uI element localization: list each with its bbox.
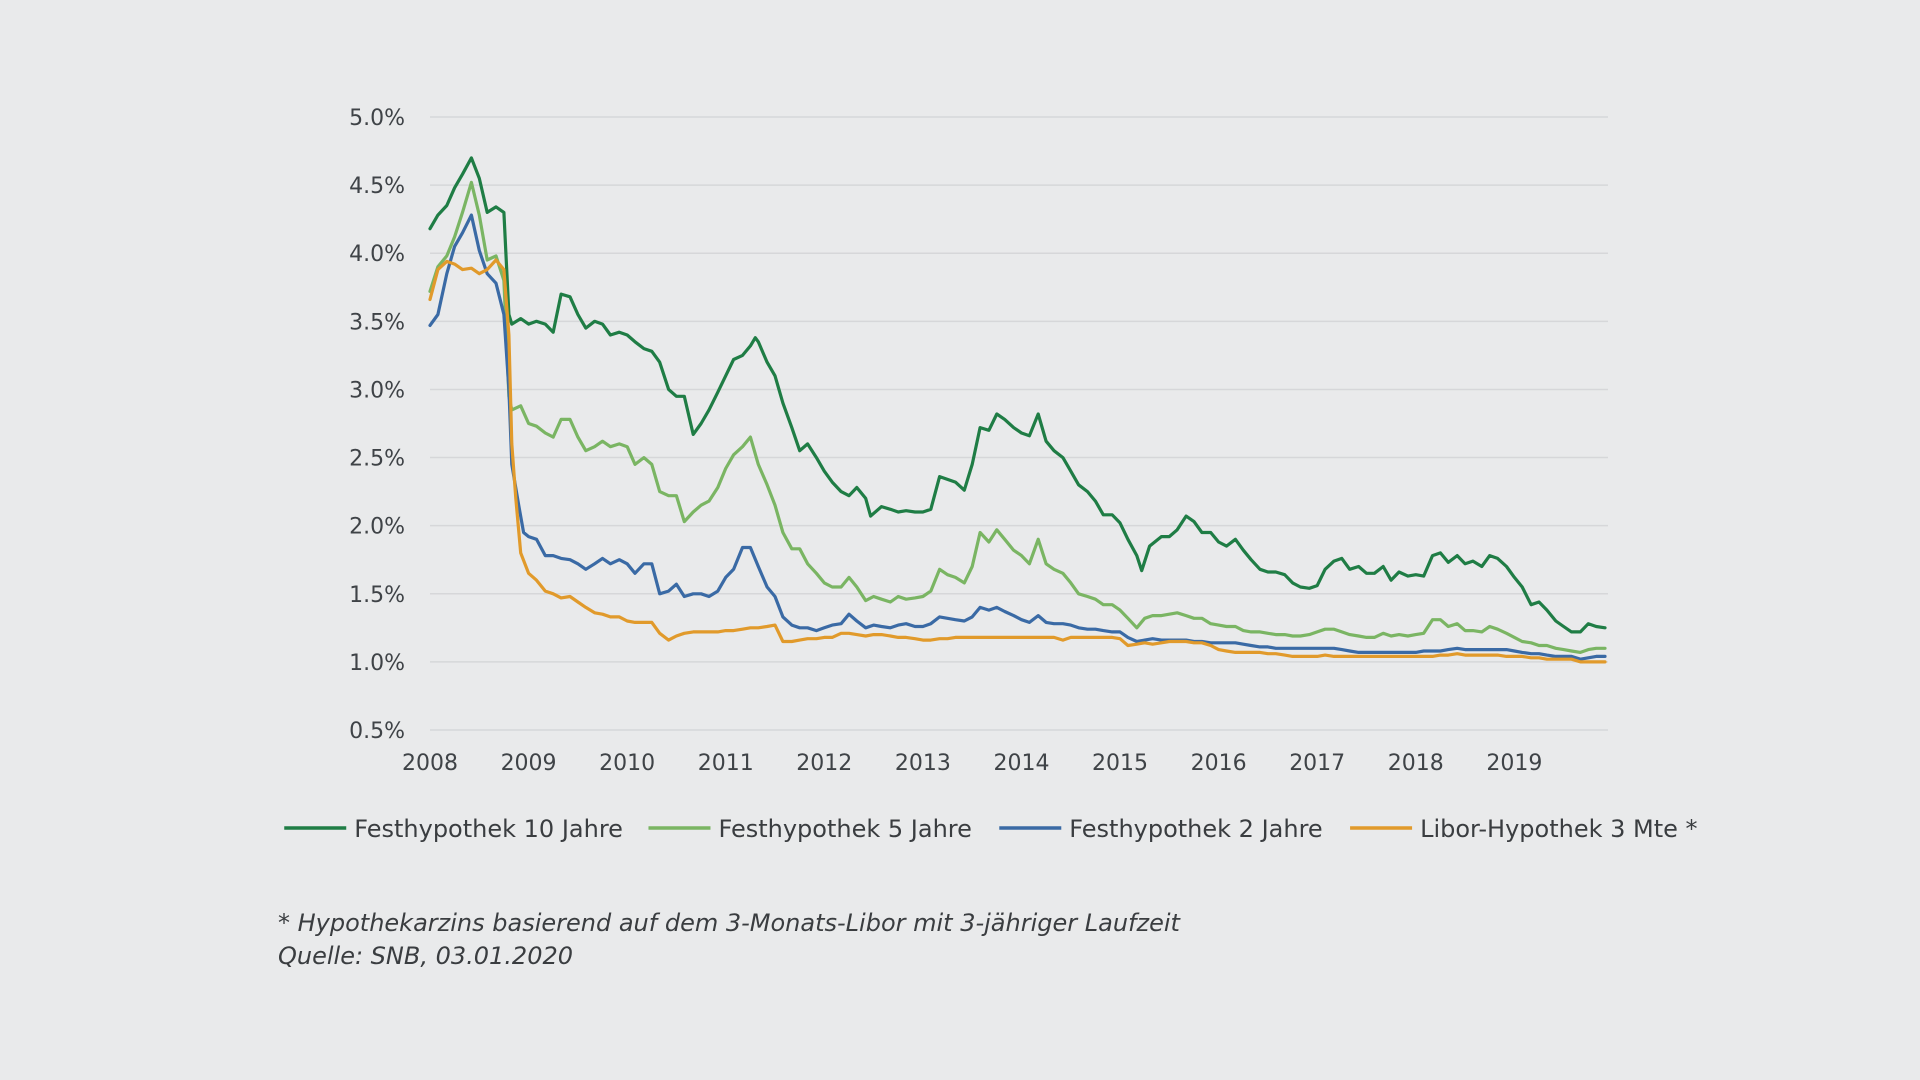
y-tick-label: 4.5% <box>349 174 405 199</box>
y-tick-label: 3.5% <box>349 310 405 335</box>
x-tick-label: 2014 <box>993 751 1049 776</box>
footnote: * Hypothekarzins basierend auf dem 3-Mon… <box>278 909 1180 937</box>
series-line <box>428 156 1607 634</box>
legend-label: Festhypothek 2 Jahre <box>1069 815 1322 843</box>
series-line <box>428 180 1607 654</box>
x-tick-label: 2019 <box>1486 751 1542 776</box>
x-tick-label: 2017 <box>1289 751 1345 776</box>
y-tick-label: 3.0% <box>349 378 405 403</box>
x-tick-label: 2012 <box>796 751 852 776</box>
source-note: Quelle: SNB, 03.01.2020 <box>278 942 574 970</box>
legend-item: Festhypothek 10 Jahre <box>284 815 623 843</box>
x-tick-label: 2008 <box>402 751 458 776</box>
x-tick-label: 2018 <box>1388 751 1444 776</box>
x-tick-label: 2015 <box>1092 751 1148 776</box>
y-axis-tick-labels: 0.5% 1.0% 1.5% 2.0% 2.5% 3.0% 3.5% 4.0% 4.5% 5.0% <box>349 106 405 744</box>
series-lines <box>428 156 1607 664</box>
x-tick-label: 2011 <box>698 751 754 776</box>
y-tick-label: 0.5% <box>349 719 405 744</box>
x-tick-label: 2016 <box>1191 751 1247 776</box>
y-tick-label: 2.5% <box>349 447 405 472</box>
y-tick-label: 1.5% <box>349 583 405 608</box>
legend-label: Festhypothek 10 Jahre <box>354 815 623 843</box>
series-line <box>428 213 1607 661</box>
x-tick-label: 2013 <box>895 751 951 776</box>
legend-label: Libor-Hypothek 3 Mte * <box>1420 815 1697 843</box>
y-tick-label: 1.0% <box>349 651 405 676</box>
x-axis-tick-labels: 2008 2009 2010 2011 2012 2013 2014 2015 2016 2017… <box>402 751 1542 776</box>
legend-label: Festhypothek 5 Jahre <box>718 815 971 843</box>
x-tick-label: 2010 <box>599 751 655 776</box>
x-tick-label: 2009 <box>501 751 557 776</box>
legend-item: Libor-Hypothek 3 Mte * <box>1350 815 1698 843</box>
legend-item: Festhypothek 2 Jahre <box>999 815 1323 843</box>
y-tick-label: 5.0% <box>349 106 405 131</box>
y-tick-label: 2.0% <box>349 515 405 540</box>
y-tick-label: 4.0% <box>349 242 405 267</box>
gridlines <box>430 116 1608 731</box>
legend: Festhypothek 10 Jahre Festhypothek 5 Jahr… <box>284 815 1698 843</box>
series-line <box>428 258 1607 664</box>
legend-item: Festhypothek 5 Jahre <box>648 815 972 843</box>
